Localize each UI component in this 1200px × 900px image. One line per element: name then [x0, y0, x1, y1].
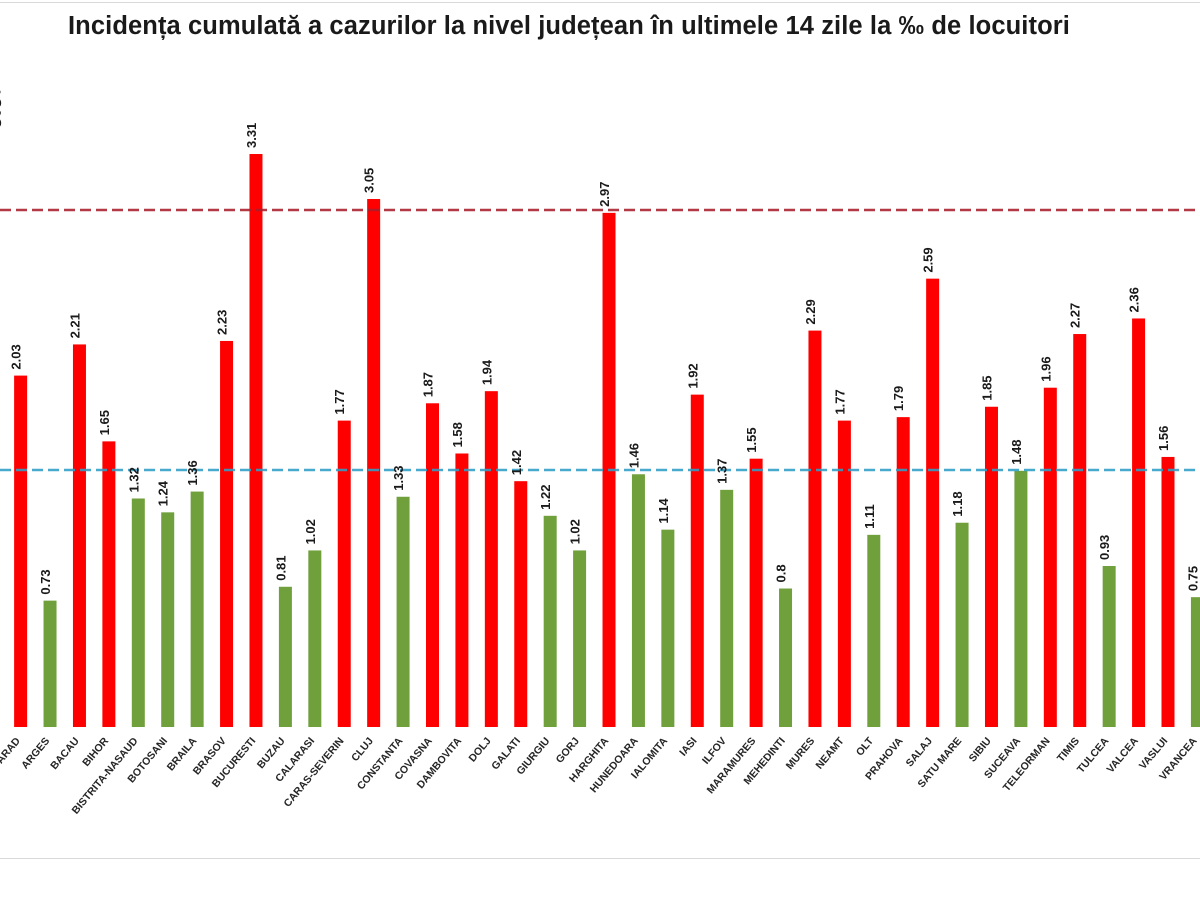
svg-text:1.65: 1.65	[97, 410, 112, 435]
svg-text:0.8: 0.8	[774, 564, 789, 582]
svg-text:NEAMT: NEAMT	[813, 735, 847, 772]
svg-text:BACAU: BACAU	[48, 735, 82, 772]
svg-text:1.02: 1.02	[568, 519, 583, 544]
svg-text:1.02: 1.02	[303, 519, 318, 544]
svg-text:1.55: 1.55	[744, 427, 759, 452]
svg-text:3.05: 3.05	[362, 168, 377, 193]
svg-text:1.11: 1.11	[862, 504, 877, 529]
svg-text:CLUJ: CLUJ	[349, 735, 376, 764]
svg-text:SIBIU: SIBIU	[967, 735, 994, 764]
svg-text:2.21: 2.21	[67, 313, 82, 338]
svg-text:IASI: IASI	[677, 735, 699, 758]
svg-text:1.48: 1.48	[1009, 439, 1024, 464]
svg-text:1.58: 1.58	[450, 422, 465, 447]
svg-text:ILFOV: ILFOV	[700, 735, 729, 766]
svg-text:1.77: 1.77	[332, 389, 347, 414]
svg-text:0.81: 0.81	[273, 555, 288, 580]
svg-text:1.22: 1.22	[538, 484, 553, 509]
svg-text:MURES: MURES	[784, 735, 818, 772]
svg-text:1.96: 1.96	[1038, 356, 1053, 381]
svg-text:1.37: 1.37	[715, 459, 730, 484]
svg-text:1.94: 1.94	[479, 359, 494, 385]
svg-text:OLT: OLT	[854, 735, 877, 759]
svg-text:1.87: 1.87	[421, 372, 436, 397]
svg-text:1.36: 1.36	[185, 460, 200, 485]
svg-text:1.46: 1.46	[626, 443, 641, 468]
svg-text:2.23: 2.23	[215, 310, 230, 335]
svg-text:1.85: 1.85	[979, 375, 994, 400]
svg-text:1.42: 1.42	[509, 450, 524, 475]
svg-text:2.59: 2.59	[921, 247, 936, 272]
svg-text:1.32: 1.32	[126, 467, 141, 492]
svg-text:1.79: 1.79	[891, 386, 906, 411]
svg-text:2.36: 2.36	[1127, 287, 1142, 312]
svg-text:1.77: 1.77	[832, 389, 847, 414]
svg-text:1.92: 1.92	[685, 363, 700, 388]
svg-text:ARAD: ARAD	[0, 735, 23, 766]
svg-text:2.29: 2.29	[803, 299, 818, 324]
svg-text:2.27: 2.27	[1068, 303, 1083, 328]
svg-text:1.24: 1.24	[156, 480, 171, 506]
svg-text:VALCEA: VALCEA	[1104, 735, 1141, 776]
svg-text:DOLJ: DOLJ	[466, 735, 493, 764]
svg-text:1.56: 1.56	[1156, 426, 1171, 451]
svg-text:0.93: 0.93	[1097, 535, 1112, 560]
svg-text:2.03: 2.03	[9, 344, 24, 369]
svg-text:0.75: 0.75	[1185, 566, 1200, 591]
svg-text:2.97: 2.97	[597, 182, 612, 207]
svg-text:ARGES: ARGES	[19, 735, 52, 771]
svg-text:1.14: 1.14	[656, 498, 671, 524]
svg-text:TIMIS: TIMIS	[1055, 735, 1082, 764]
svg-text:3.31: 3.31	[244, 123, 259, 148]
svg-text:GORJ: GORJ	[554, 735, 582, 766]
svg-text:0.73: 0.73	[38, 569, 53, 594]
svg-text:1.33: 1.33	[391, 465, 406, 490]
svg-text:1.18: 1.18	[950, 491, 965, 516]
